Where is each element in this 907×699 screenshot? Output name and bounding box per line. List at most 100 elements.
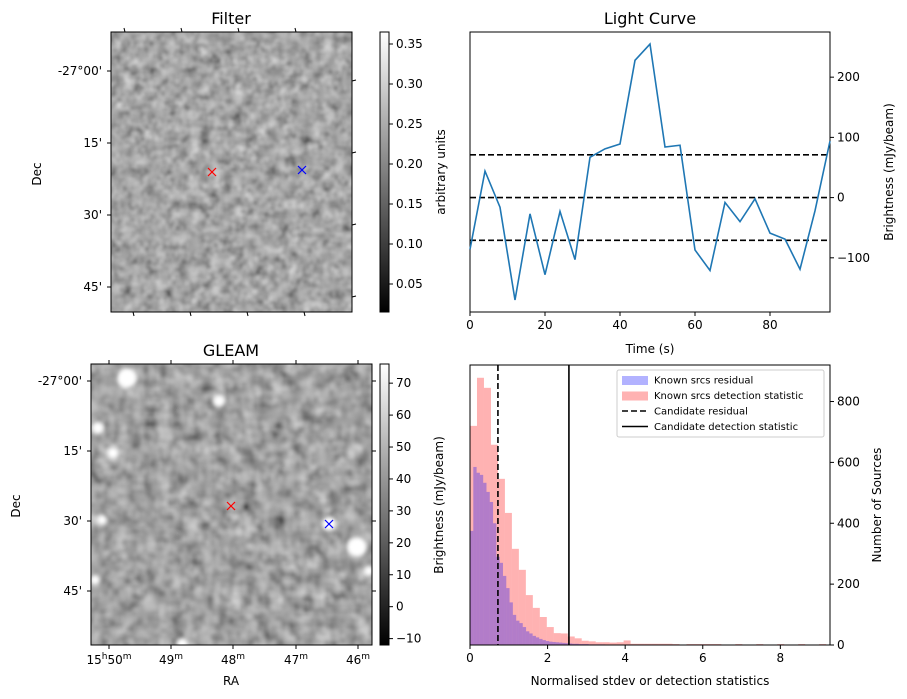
detection-histogram-bar [553, 633, 561, 645]
detection-histogram-bar [651, 643, 659, 645]
detection-histogram-bar [483, 387, 491, 645]
histogram-legend: Known srcs residual Known srcs detection … [616, 369, 825, 438]
filter-panel: Filter -27°00' 15' 30' 45' Dec [30, 9, 448, 317]
residual-histogram-bar [516, 620, 520, 645]
gleam-panel: GLEAM [9, 341, 446, 688]
legend-label: Candidate detection statistic [654, 422, 798, 433]
histogram-xlabel: Normalised stdev or detection statistics [531, 674, 770, 688]
filter-ra-ticks [107, 27, 357, 317]
residual-histogram-bar [479, 474, 484, 645]
light-curve-ytick-label: 100 [837, 130, 860, 144]
detection-histogram-bar [658, 643, 666, 645]
detection-histogram-bar [581, 640, 589, 645]
histogram-ylabel: Number of Sources [870, 448, 884, 563]
residual-histogram-bar [559, 642, 563, 645]
detection-histogram-bar [644, 643, 652, 645]
filter-colorbar-label: arbitrary units [434, 129, 448, 215]
gleam-xtick-label: 46m [346, 652, 370, 667]
light-curve-ytick-label: 200 [837, 70, 860, 84]
colorbar-tick-label: 0.25 [396, 117, 423, 131]
colorbar-tick-label: 0.20 [396, 157, 423, 171]
histogram-xtick-label: 6 [699, 651, 707, 665]
residual-histogram-bar [575, 643, 579, 645]
legend-label: Known srcs detection statistic [654, 391, 803, 402]
residual-histogram-bar [499, 562, 503, 645]
residual-histogram-bar [509, 602, 513, 645]
residual-histogram-bar [526, 631, 530, 645]
detection-histogram-bar [609, 642, 617, 645]
gleam-xtick-label: 48m [221, 652, 245, 667]
gleam-ytick-label: 15' [63, 444, 82, 458]
detection-histogram-bar [490, 444, 498, 645]
histogram-xtick-label: 4 [621, 651, 629, 665]
residual-histogram-bar [483, 482, 487, 645]
light-curve-xtick-label: 20 [537, 318, 552, 332]
gleam-xtick-label: 15h50m [86, 652, 131, 667]
residual-histogram-bar [470, 530, 474, 645]
light-curve-xtick-label: 40 [612, 318, 627, 332]
residual-histogram-bar [506, 588, 510, 645]
colorbar-tick-label: 50 [396, 440, 411, 454]
detection-histogram-bar [630, 643, 638, 645]
light-curve-ytick-label: 0 [837, 191, 845, 205]
detection-histogram-bar [476, 377, 484, 645]
detection-histogram-bar [546, 627, 554, 645]
gleam-ytick-label: 30' [63, 514, 82, 528]
detection-histogram-bar [623, 640, 631, 645]
gleam-title: GLEAM [203, 341, 259, 360]
detection-histogram-bar [532, 607, 540, 645]
detection-histogram-bar [511, 548, 519, 645]
colorbar-tick-label: 0.30 [396, 77, 423, 91]
colorbar-tick-label: −10 [396, 632, 421, 646]
filter-ytick-label: -27°00' [58, 64, 102, 78]
colorbar-tick-label: 30 [396, 504, 411, 518]
gleam-xtick-label: 47m [284, 652, 308, 667]
colorbar-tick-label: 70 [396, 376, 411, 390]
residual-histogram-bar [562, 642, 566, 645]
residual-histogram-bar [532, 635, 536, 645]
residual-histogram-bar [565, 643, 569, 645]
histogram-axes-frame [469, 364, 831, 646]
light-curve-panel: Light Curve 0 20 40 60 80 −100 0 100 200 Time (… [466, 9, 896, 356]
colorbar-tick-label: 0 [396, 600, 404, 614]
gleam-reference-marker [324, 519, 334, 529]
legend-label: Candidate residual [654, 407, 748, 418]
filter-candidate-marker [207, 167, 217, 177]
gleam-ytick-label: -27°00' [38, 374, 82, 388]
histogram-ytick-label: 200 [837, 577, 860, 591]
detection-histogram-bar [665, 643, 673, 645]
gleam-image [91, 364, 372, 645]
legend-swatch [622, 391, 648, 401]
histogram-ytick-label: 600 [837, 455, 860, 469]
detection-histogram-bar [525, 595, 533, 645]
residual-histogram-bar [519, 623, 523, 645]
residual-histogram-bar [502, 575, 507, 645]
residual-histogram-bar [522, 627, 527, 645]
detection-histogram-bar [518, 569, 526, 645]
residual-histogram-bar [473, 466, 477, 645]
filter-colorbar: 0.05 0.10 0.15 0.20 0.25 0.30 0.35 arbitrary u… [379, 31, 448, 313]
filter-ylabel: Dec [30, 162, 44, 185]
detection-histogram-bar [470, 425, 477, 645]
residual-histogram-bar [555, 642, 560, 645]
residual-histogram-bar [535, 637, 540, 645]
filter-axes-frame [110, 31, 353, 313]
gleam-ylabel: Dec [9, 494, 23, 517]
gleam-xtick-label: 49m [159, 652, 183, 667]
gleam-candidate-marker [226, 501, 236, 511]
gleam-axes-frame [90, 363, 373, 646]
filter-reference-marker [297, 165, 307, 175]
light-curve-title: Light Curve [604, 9, 696, 28]
colorbar-tick-label: 60 [396, 408, 411, 422]
histogram-ytick-label: 400 [837, 516, 860, 530]
colorbar-tick-label: 10 [396, 568, 411, 582]
detection-histogram-bar [616, 642, 624, 645]
colorbar-tick-label: 0.15 [396, 197, 423, 211]
colorbar-tick-label: 0.35 [396, 37, 423, 51]
detection-histogram-bar [539, 617, 547, 645]
colorbar-tick-label: 40 [396, 472, 411, 486]
detection-histogram-bar [602, 642, 610, 645]
detection-histogram-bar [637, 643, 645, 645]
detection-histogram-bar [504, 512, 512, 645]
